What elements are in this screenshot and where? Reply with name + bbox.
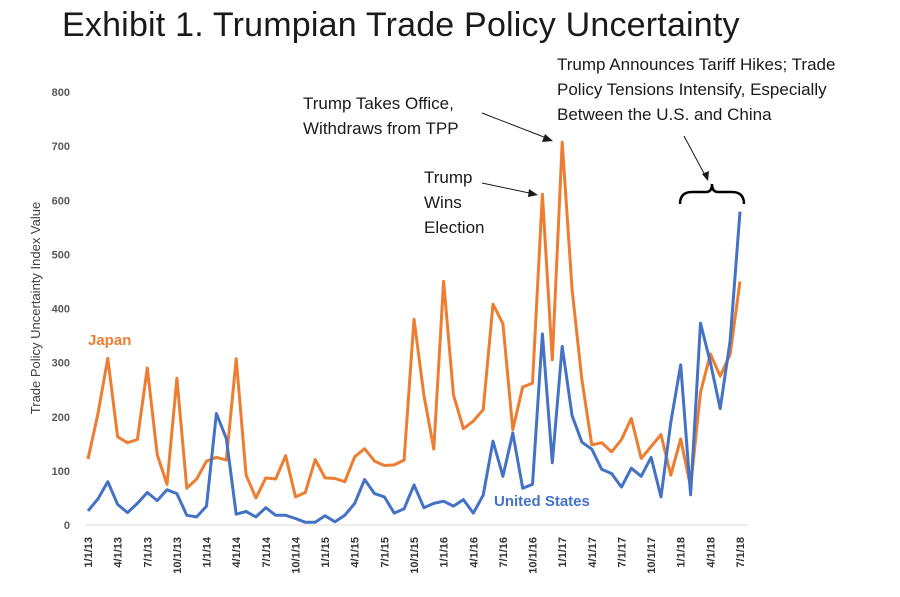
x-tick-label: 4/1/16 (468, 537, 480, 568)
y-axis-label: Trade Policy Uncertainty Index Value (28, 202, 43, 414)
annotation-arrow-tariff (683, 135, 707, 178)
y-tick-label: 800 (52, 87, 70, 99)
x-tick-label: 1/1/16 (439, 537, 451, 568)
y-tick-label: 300 (52, 358, 70, 370)
x-axis-ticks: 1/1/13 4/1/13 7/1/13 10/1/13 1/1/14 4/1/14 7/1… (83, 536, 747, 574)
x-tick-label: 10/1/13 (172, 537, 184, 574)
x-tick-label: 1/1/17 (557, 537, 569, 568)
x-tick-label: 7/1/18 (735, 537, 747, 568)
series-label-japan: Japan (88, 332, 131, 349)
x-tick-label: 10/1/15 (409, 537, 421, 574)
annotation-arrow-office (481, 112, 550, 140)
annotation-line: Election (424, 218, 484, 237)
x-tick-label: 10/1/14 (290, 536, 302, 574)
y-tick-label: 700 (52, 141, 70, 153)
annotation-line: Trump Announces Tariff Hikes; Trade (557, 55, 835, 74)
y-tick-label: 500 (52, 249, 70, 261)
annotation-line: Wins (424, 193, 462, 212)
y-tick-label: 0 (64, 520, 70, 532)
x-tick-label: 7/1/14 (261, 536, 273, 567)
x-tick-label: 7/1/15 (379, 537, 391, 568)
annotation-line: Trump Takes Office, (303, 94, 454, 113)
x-tick-label: 7/1/13 (142, 537, 154, 568)
series-line-japan (86, 140, 742, 500)
arrowhead-icon (542, 134, 553, 142)
x-tick-label: 1/1/13 (83, 537, 95, 568)
x-tick-label: 1/1/15 (320, 537, 332, 568)
series-labels: Japan United States (88, 332, 590, 510)
x-tick-label: 10/1/16 (528, 537, 540, 574)
series-line-united-states (86, 211, 742, 524)
y-tick-label: 400 (52, 304, 70, 316)
x-tick-label: 1/1/14 (202, 536, 214, 567)
x-tick-label: 7/1/17 (616, 537, 628, 568)
annotation-line: Trump (424, 168, 473, 187)
annotation-wins-election: Trump Wins Election (424, 168, 484, 237)
annotation-line: Withdraws from TPP (303, 119, 459, 138)
annotation-takes-office: Trump Takes Office, Withdraws from TPP (303, 94, 459, 138)
y-axis-ticks: 0 100 200 300 400 500 600 700 800 (52, 87, 70, 532)
x-tick-label: 10/1/17 (646, 537, 658, 574)
series-label-united-states: United States (494, 493, 590, 510)
curly-brace-icon (678, 183, 746, 205)
annotation-line: Between the U.S. and China (557, 105, 772, 124)
x-tick-label: 4/1/15 (350, 537, 362, 568)
annotation-arrow-wins (481, 182, 535, 195)
x-tick-label: 4/1/13 (113, 537, 125, 568)
x-tick-label: 7/1/16 (498, 537, 510, 568)
annotation-line: Policy Tensions Intensify, Especially (557, 80, 827, 99)
x-tick-label: 4/1/18 (705, 537, 717, 568)
annotation-tariff-hikes: Trump Announces Tariff Hikes; Trade Poli… (557, 55, 840, 124)
chart-title: Exhibit 1. Trumpian Trade Policy Uncerta… (62, 6, 740, 44)
series-lines (86, 140, 742, 524)
x-tick-label: 1/1/18 (676, 537, 688, 568)
y-tick-label: 100 (52, 466, 70, 478)
annotations: Trump Wins Election Trump Takes Office, … (303, 55, 840, 237)
arrowhead-icon (702, 171, 709, 181)
x-tick-label: 4/1/14 (231, 536, 243, 567)
y-axis-label-group: Trade Policy Uncertainty Index Value (28, 202, 43, 414)
y-tick-label: 200 (52, 412, 70, 424)
arrowhead-icon (528, 189, 538, 197)
x-tick-label: 4/1/17 (587, 537, 599, 568)
y-tick-label: 600 (52, 195, 70, 207)
